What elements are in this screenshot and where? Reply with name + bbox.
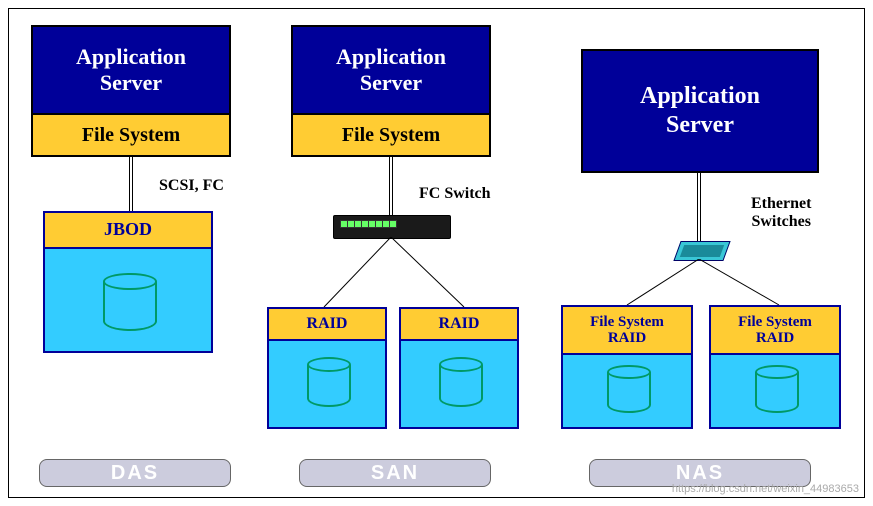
nas-connector [697,173,701,241]
das-conn-label: SCSI, FC [159,177,224,195]
san-connector [389,157,393,215]
das-connector [129,157,133,211]
san-app-server: Application Server [291,25,491,115]
das-bottom-text: DAS [111,462,159,485]
das-app-server: Application Server [31,25,231,115]
san-bottom-text: SAN [371,462,419,485]
san-raid-right-disk-icon [439,357,483,407]
nas-storage-right-header-text: File System RAID [738,314,812,347]
ethernet-switch-icon [673,241,730,261]
nas-app-server: Application Server [581,49,819,173]
san-app-server-label: Application Server [336,44,446,97]
fc-switch-icon [333,215,451,239]
nas-storage-left: File System RAID [561,305,693,429]
das-storage-header: JBOD [45,213,211,249]
san-raid-left-header-text: RAID [307,315,348,333]
nas-storage-right-disk-icon [755,365,799,413]
das-app-server-label: Application Server [76,44,186,97]
san-raid-left-header: RAID [269,309,385,341]
san-raid-left-disk-icon [307,357,351,407]
san-raid-right: RAID [399,307,519,429]
san-fanout [269,237,519,309]
san-conn-label: FC Switch [419,185,491,203]
watermark: https://blog.csdn.net/weixin_44983653 [672,483,859,495]
san-filesystem: File System [291,115,491,157]
nas-storage-right-header: File System RAID [711,307,839,355]
nas-storage-right: File System RAID [709,305,841,429]
das-storage: JBOD [43,211,213,353]
san-raid-right-header: RAID [401,309,517,341]
das-bottom-label: DAS [39,459,231,487]
nas-conn-label: Ethernet Switches [751,195,811,230]
san-raid-right-header-text: RAID [439,315,480,333]
das-filesystem-label: File System [82,124,180,147]
nas-bottom-text: NAS [676,462,724,485]
nas-fanout [569,259,849,307]
nas-storage-left-disk-icon [607,365,651,413]
nas-app-server-label: Application Server [640,82,760,140]
das-disk-icon [103,273,157,331]
san-filesystem-label: File System [342,124,440,147]
nas-storage-left-header: File System RAID [563,307,691,355]
das-filesystem: File System [31,115,231,157]
diagram-frame: Application Server File System SCSI, FC … [8,8,865,498]
das-storage-header-text: JBOD [104,220,152,240]
san-raid-left: RAID [267,307,387,429]
san-bottom-label: SAN [299,459,491,487]
nas-storage-left-header-text: File System RAID [590,314,664,347]
